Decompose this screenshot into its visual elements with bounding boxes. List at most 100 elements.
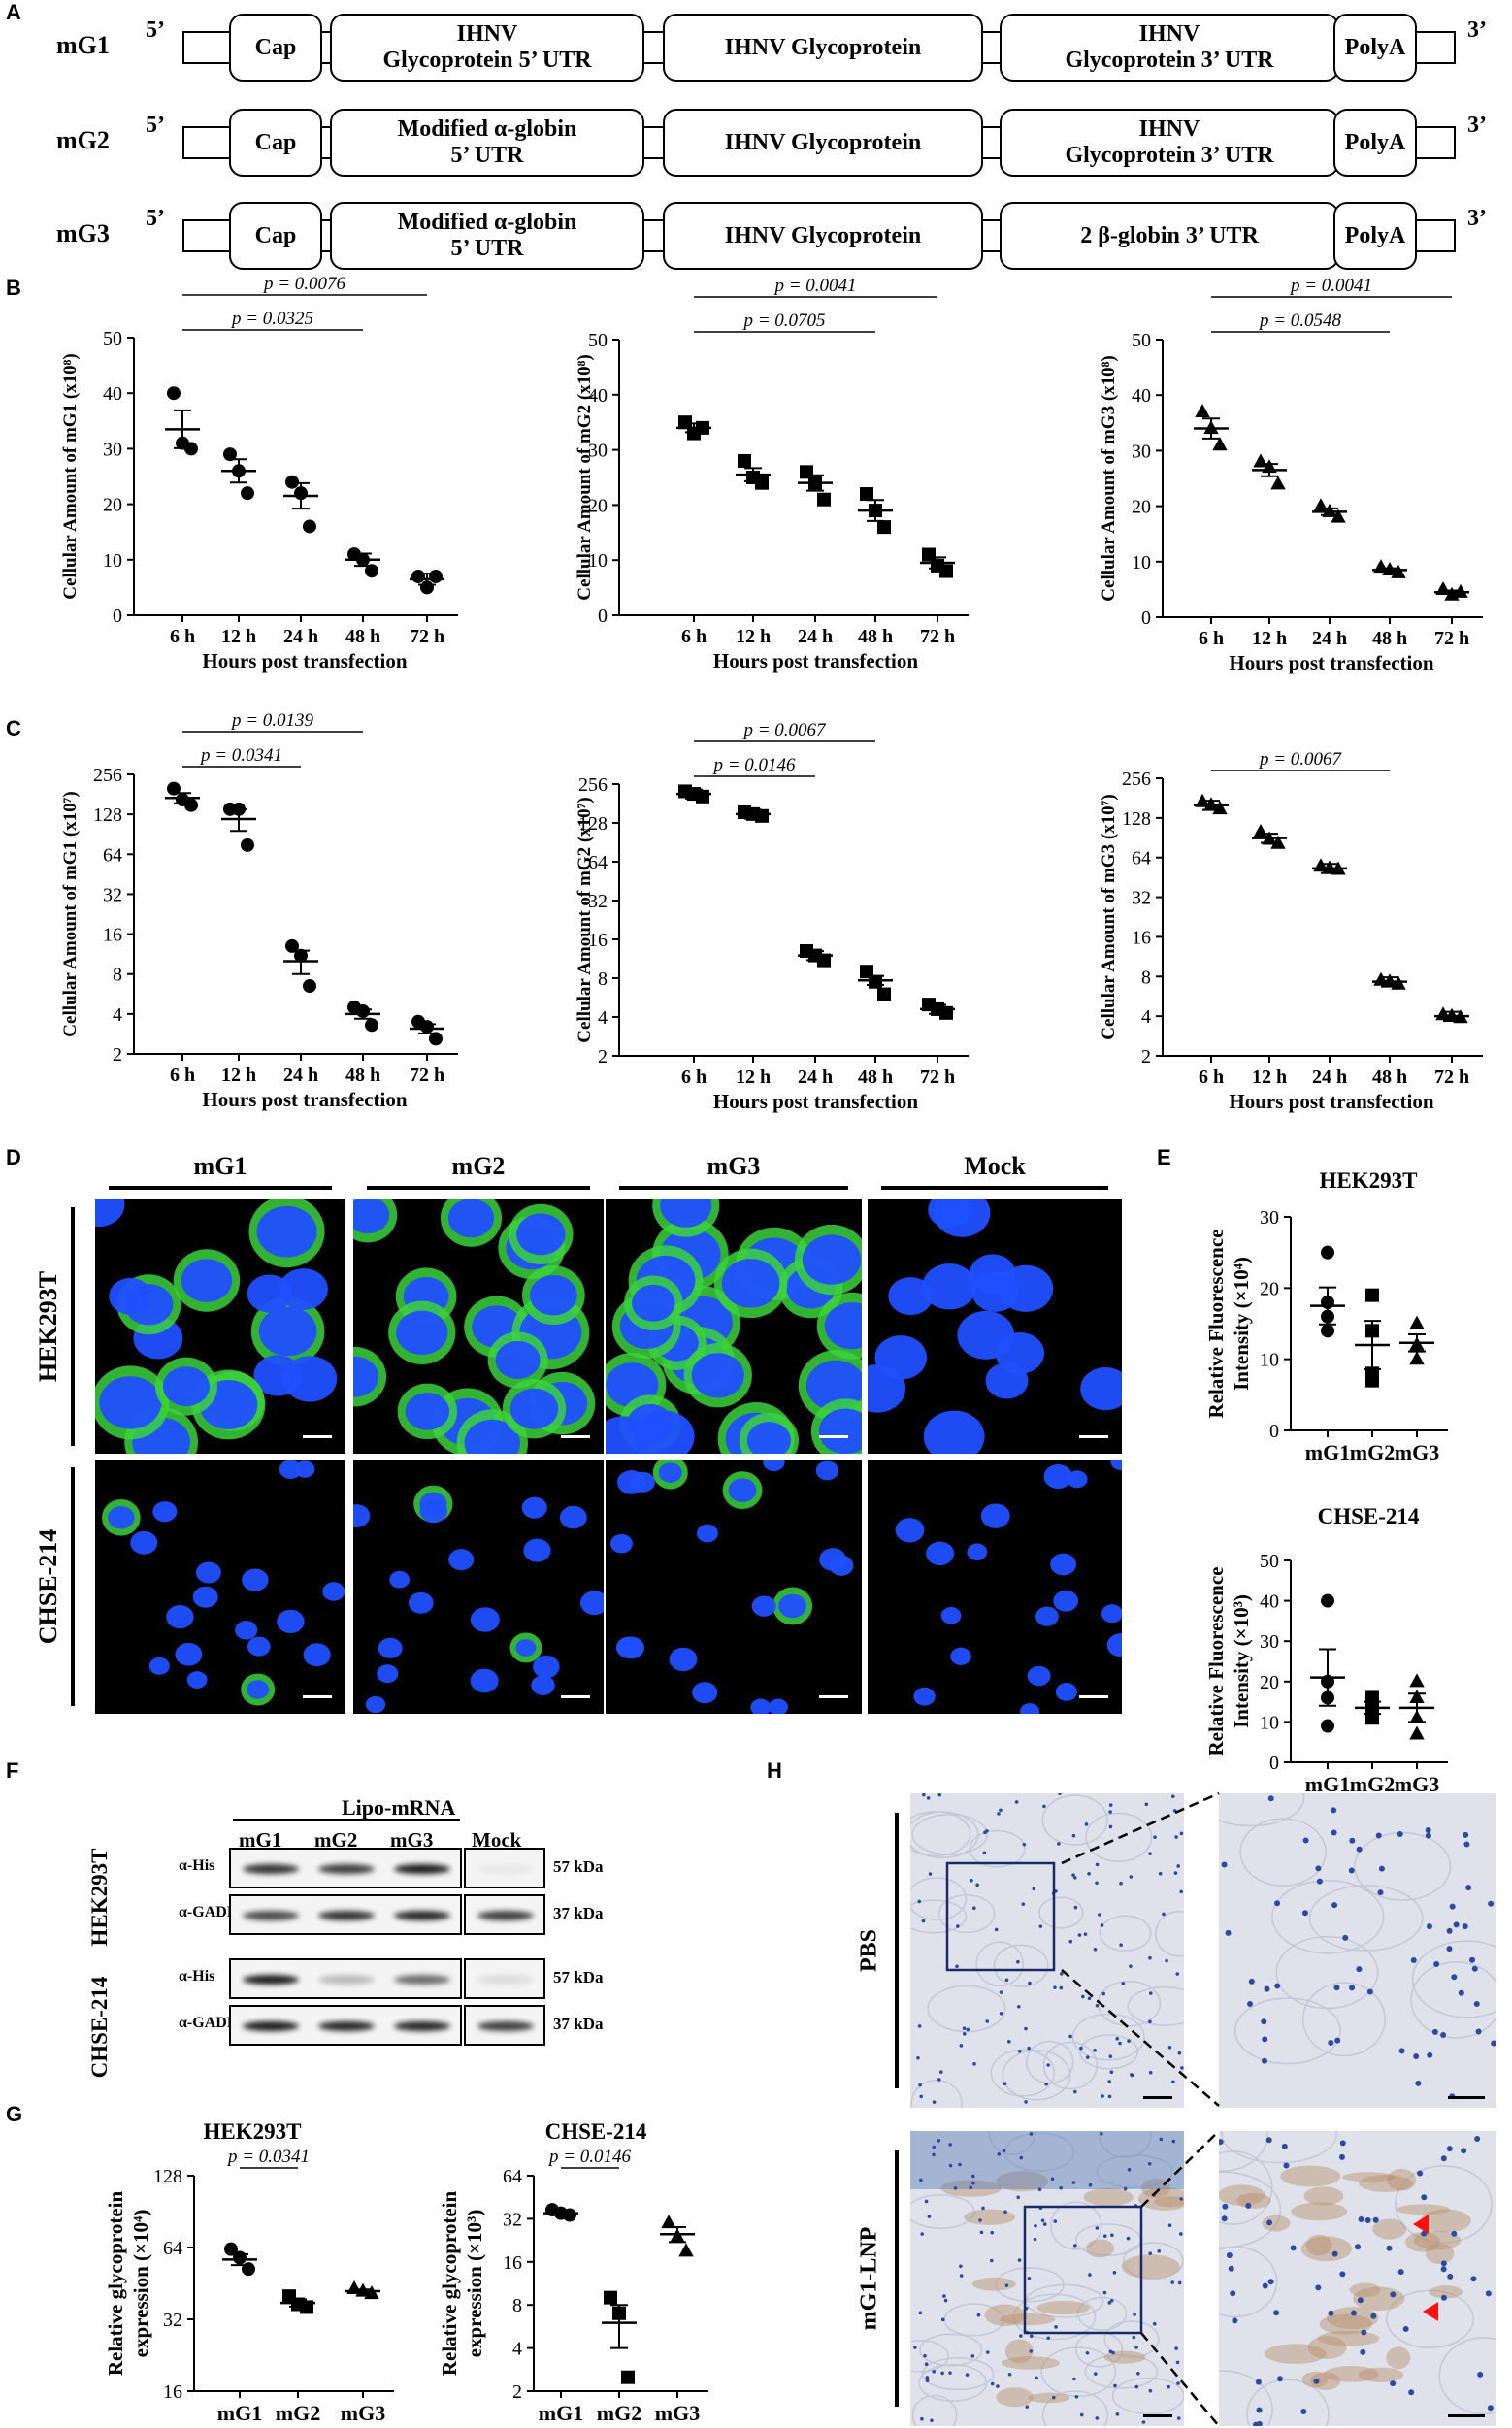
chart-C1: 2 4 8 16 32 64 128 256 6 h 12 h 24 h 48 h 72 hHours …: [60, 710, 458, 1111]
nucleus: [969, 2185, 972, 2190]
nucleus: [1148, 2070, 1153, 2075]
red-arrow-icon: [1413, 2215, 1429, 2234]
y-tick-label: 32: [588, 891, 608, 912]
nucleus: [1226, 2252, 1233, 2259]
nucleus: [913, 1687, 936, 1706]
nucleus: [1071, 1833, 1076, 1838]
micrograph-mG3-HEK293T: [606, 1199, 862, 1454]
muscle-fiber: [1219, 2370, 1273, 2426]
nucleus: [1053, 1985, 1057, 1989]
nucleus: [1133, 2313, 1136, 2316]
muscle-fiber: [1221, 2131, 1337, 2164]
nucleus: [1488, 1900, 1495, 1907]
nucleus: [985, 2350, 990, 2354]
positive-stain: [1086, 2239, 1115, 2258]
nucleus: [1108, 1803, 1113, 1807]
data-point: [877, 987, 891, 1001]
nucleus: [1093, 2372, 1098, 2376]
data-point: [738, 453, 751, 468]
nucleus: [1245, 2202, 1252, 2209]
nucleus: [1014, 1800, 1019, 1804]
data-point: [1195, 403, 1210, 417]
muscle-fiber: [1049, 2201, 1102, 2250]
nucleus: [1349, 1837, 1356, 1844]
nucleus: [1221, 1861, 1228, 1868]
x-axis-label: Hours post transfection: [202, 649, 407, 673]
micrograph-Mock-CHSE-214: [868, 1460, 1122, 1714]
y-tick-label: 64: [503, 2166, 522, 2187]
muscle-fiber: [1041, 1794, 1108, 1846]
nucleus: [1174, 1835, 1178, 1839]
nucleus: [996, 2384, 1000, 2388]
nucleus: [1426, 1923, 1432, 1930]
y-tick-label: 40: [1260, 1591, 1279, 1613]
nucleus: [818, 1408, 862, 1454]
nucleus: [495, 1340, 541, 1380]
data-point: [817, 492, 831, 507]
five-prime-label: 5’: [146, 206, 165, 231]
nucleus: [1372, 2216, 1379, 2223]
construct-utr3-box: 2 β-globin 3’ UTR: [1000, 202, 1339, 270]
nucleus: [940, 2317, 945, 2322]
nucleus: [1007, 2372, 1012, 2377]
y-axis-label: Cellular Amount of mG1 (x10⁷): [60, 791, 81, 1036]
chart-title: CHSE-214: [1318, 1504, 1420, 1528]
nucleus: [1265, 2137, 1272, 2144]
nucleus: [448, 1549, 475, 1571]
nucleus: [922, 1793, 926, 1797]
nucleus: [1261, 2057, 1267, 2064]
column-header: Mock: [964, 1152, 1026, 1180]
nucleus: [1176, 1864, 1181, 1868]
nucleus: [926, 1796, 931, 1800]
nucleus: [1475, 2028, 1482, 2035]
p-value-label: p = 0.0705: [741, 311, 825, 331]
p-value-label: p = 0.0341: [226, 2147, 310, 2167]
nucleus: [966, 2027, 970, 2032]
scale-bar: [1143, 2414, 1172, 2417]
nucleus: [1016, 2195, 1020, 2200]
nucleus: [1085, 2350, 1090, 2355]
nucleus: [1095, 2226, 1100, 2230]
nucleus: [1349, 1985, 1356, 1991]
nucleus: [1267, 1795, 1274, 1802]
nucleus: [1165, 1958, 1168, 1963]
nucleus: [943, 2298, 948, 2303]
nucleus: [279, 1268, 328, 1310]
nucleus: [235, 1621, 258, 1640]
band: [394, 1975, 450, 1985]
y-tick-label: 16: [1132, 927, 1151, 948]
nucleus: [1256, 2420, 1263, 2426]
construct-orf-box: IHNV Glycoprotein: [663, 109, 983, 177]
nucleus: [1440, 2155, 1447, 2162]
nucleus: [1179, 2232, 1183, 2236]
nucleus: [1108, 1824, 1113, 1829]
nucleus: [990, 2381, 995, 2386]
y-tick-label: 30: [1260, 1631, 1279, 1653]
nucleus: [1171, 2139, 1176, 2144]
construct-utr5-box: Modified α-globin 5’ UTR: [330, 109, 644, 177]
nucleus: [920, 2416, 924, 2421]
p-value-label: p = 0.0139: [230, 710, 314, 731]
nucleus: [1469, 1956, 1476, 1963]
nucleus: [1491, 2040, 1496, 2047]
nucleus: [419, 1498, 448, 1524]
nucleus: [920, 2232, 924, 2236]
nucleus: [279, 1460, 302, 1480]
data-point: [621, 2370, 635, 2384]
positive-stain: [1303, 2186, 1344, 2206]
positive-stain: [1280, 2165, 1341, 2187]
nucleus: [1051, 2395, 1056, 2400]
panel-label-h: H: [767, 1758, 782, 1783]
nucleus: [1179, 2197, 1184, 2201]
nucleus: [1440, 2032, 1447, 2039]
x-tick-label: 12 h: [1252, 1066, 1287, 1088]
nucleus: [1167, 2223, 1172, 2228]
nucleus: [1427, 2051, 1433, 2058]
data-point: [184, 798, 198, 812]
y-tick-label: 50: [1132, 330, 1151, 351]
positive-stain: [964, 2209, 1016, 2225]
band: [318, 1864, 375, 1874]
nucleus: [1050, 1553, 1077, 1576]
positive-stain: [1264, 2344, 1327, 2364]
nucleus: [1024, 2026, 1028, 2031]
